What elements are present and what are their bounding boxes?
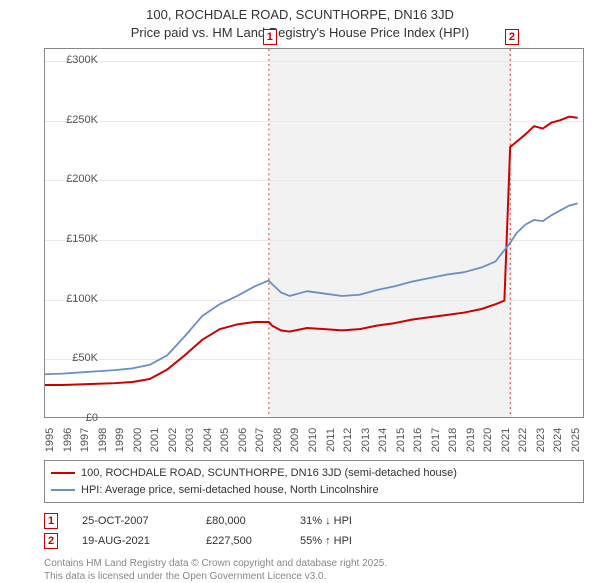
x-tick-label: 2015 [395,428,407,452]
x-tick-label: 2023 [535,428,547,452]
x-tick-label: 2004 [202,428,214,452]
x-tick-label: 2002 [167,428,179,452]
x-tick-label: 2016 [412,428,424,452]
sale-marker-1: 1 [44,513,58,529]
x-tick-label: 1995 [44,428,56,452]
sales-table: 1 25-OCT-2007 £80,000 31% ↓ HPI 2 19-AUG… [44,511,584,551]
y-tick-label: £200K [66,173,98,185]
x-tick-label: 2024 [553,428,565,452]
legend-row-price: 100, ROCHDALE ROAD, SCUNTHORPE, DN16 3JD… [51,465,577,482]
title-line-1: 100, ROCHDALE ROAD, SCUNTHORPE, DN16 3JD [0,6,600,24]
legend-swatch-price [51,472,75,474]
legend-label-price: 100, ROCHDALE ROAD, SCUNTHORPE, DN16 3JD… [81,465,457,482]
sale-date-1: 25-OCT-2007 [82,515,182,527]
series-line-price_paid [45,117,578,385]
legend-label-hpi: HPI: Average price, semi-detached house,… [81,482,379,499]
chart-plot-area: 12 [44,48,584,418]
x-tick-label: 2017 [430,428,442,452]
x-tick-label: 2006 [237,428,249,452]
x-tick-label: 2010 [307,428,319,452]
sale-diff-2: 55% ↑ HPI [300,535,390,547]
x-tick-label: 1997 [79,428,91,452]
chart-marker-1: 1 [263,29,277,45]
x-tick-label: 1998 [97,428,109,452]
x-tick-label: 2001 [149,428,161,452]
series-line-hpi [45,203,578,374]
footer-line-1: Contains HM Land Registry data © Crown c… [44,557,584,570]
chart-lines [45,49,583,417]
sale-date-2: 19-AUG-2021 [82,535,182,547]
chart-marker-2: 2 [505,29,519,45]
x-tick-label: 1999 [114,428,126,452]
y-tick-label: £100K [66,293,98,305]
y-tick-label: £0 [86,412,98,424]
y-tick-label: £50K [72,352,98,364]
footer-line-2: This data is licensed under the Open Gov… [44,570,584,583]
x-tick-label: 2008 [272,428,284,452]
sales-row-1: 1 25-OCT-2007 £80,000 31% ↓ HPI [44,511,584,531]
x-tick-label: 2005 [220,428,232,452]
legend-swatch-hpi [51,489,75,491]
x-tick-label: 2022 [518,428,530,452]
sale-diff-1: 31% ↓ HPI [300,515,390,527]
y-tick-label: £300K [66,54,98,66]
y-tick-label: £250K [66,114,98,126]
x-tick-label: 2019 [465,428,477,452]
x-tick-label: 2013 [360,428,372,452]
x-tick-label: 2007 [255,428,267,452]
x-tick-label: 2021 [500,428,512,452]
legend-box: 100, ROCHDALE ROAD, SCUNTHORPE, DN16 3JD… [44,460,584,503]
x-tick-label: 2000 [132,428,144,452]
legend-row-hpi: HPI: Average price, semi-detached house,… [51,482,577,499]
x-tick-label: 2025 [570,428,582,452]
sale-price-1: £80,000 [206,515,276,527]
x-tick-label: 2009 [290,428,302,452]
x-tick-label: 2014 [377,428,389,452]
sale-price-2: £227,500 [206,535,276,547]
chart-container: 100, ROCHDALE ROAD, SCUNTHORPE, DN16 3JD… [0,0,600,560]
x-tick-label: 1996 [62,428,74,452]
legend-and-footer: 100, ROCHDALE ROAD, SCUNTHORPE, DN16 3JD… [44,460,584,583]
y-tick-label: £150K [66,233,98,245]
sales-row-2: 2 19-AUG-2021 £227,500 55% ↑ HPI [44,531,584,551]
x-tick-label: 2003 [184,428,196,452]
x-tick-label: 2020 [483,428,495,452]
x-tick-label: 2018 [447,428,459,452]
footer-note: Contains HM Land Registry data © Crown c… [44,557,584,583]
x-tick-label: 2011 [324,428,336,452]
x-tick-label: 2012 [342,428,354,452]
sale-marker-2: 2 [44,533,58,549]
